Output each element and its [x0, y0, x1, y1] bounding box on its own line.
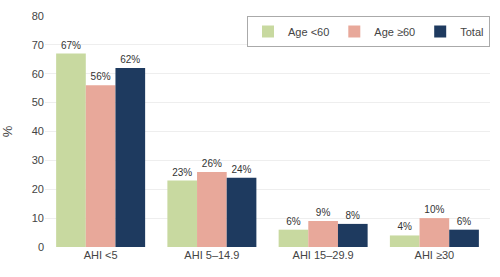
svg-text:30: 30: [32, 154, 44, 166]
svg-text:Total: Total: [460, 26, 483, 38]
svg-text:4%: 4%: [397, 221, 412, 232]
svg-text:Age <60: Age <60: [288, 26, 329, 38]
svg-text:AHI 15–29.9: AHI 15–29.9: [293, 249, 354, 261]
svg-text:9%: 9%: [316, 207, 331, 218]
svg-text:0: 0: [38, 241, 44, 253]
svg-text:8%: 8%: [346, 210, 361, 221]
svg-text:6%: 6%: [457, 216, 472, 227]
svg-text:62%: 62%: [120, 54, 140, 65]
svg-text:Age ≥60: Age ≥60: [374, 26, 415, 38]
svg-text:10%: 10%: [424, 204, 444, 215]
svg-text:10: 10: [32, 212, 44, 224]
svg-text:23%: 23%: [172, 167, 192, 178]
svg-text:80: 80: [32, 10, 44, 22]
svg-text:24%: 24%: [231, 164, 251, 175]
svg-text:26%: 26%: [202, 158, 222, 169]
svg-text:AHI <5: AHI <5: [84, 249, 118, 261]
svg-text:AHI 5–14.9: AHI 5–14.9: [184, 249, 239, 261]
svg-text:40: 40: [32, 125, 44, 137]
svg-text:70: 70: [32, 39, 44, 51]
svg-text:50: 50: [32, 96, 44, 108]
svg-text:6%: 6%: [286, 216, 301, 227]
svg-text:%: %: [0, 125, 15, 137]
svg-text:AHI ≥30: AHI ≥30: [415, 249, 455, 261]
svg-text:20: 20: [32, 183, 44, 195]
svg-text:67%: 67%: [61, 40, 81, 51]
svg-text:56%: 56%: [91, 71, 111, 82]
svg-text:60: 60: [32, 68, 44, 80]
